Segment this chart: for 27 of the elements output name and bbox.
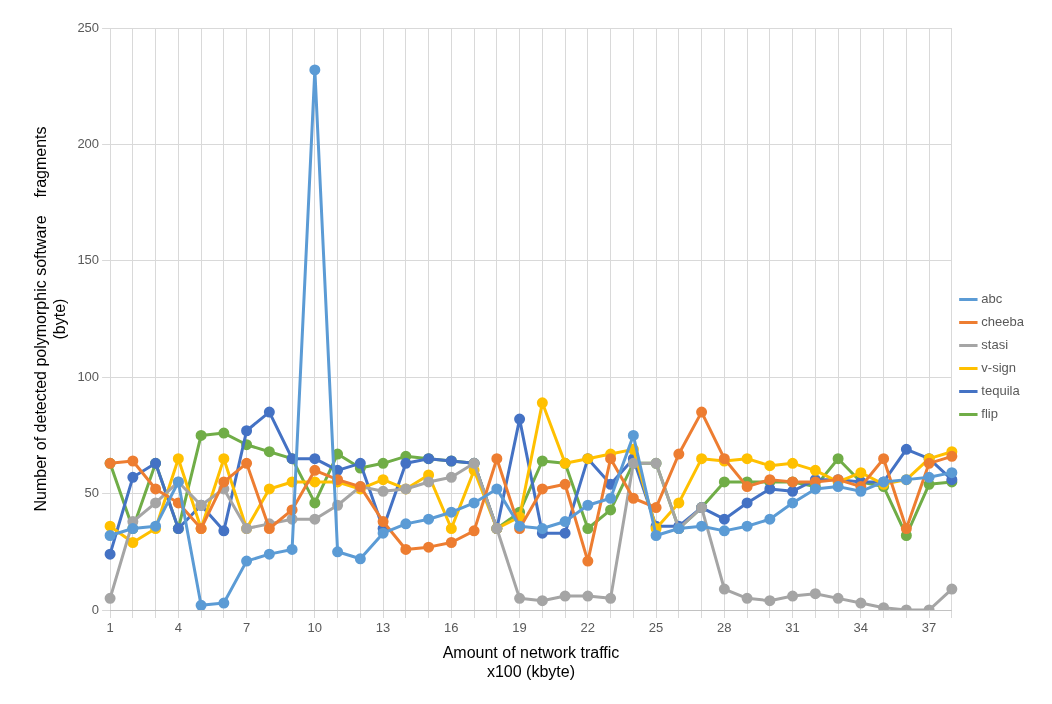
- legend-label: v-sign: [981, 360, 1017, 376]
- x-tick-label: 13: [375, 620, 391, 636]
- x-tick-label: 22: [580, 620, 596, 636]
- x-tick-label: 1: [106, 620, 114, 636]
- y-tick-label: 50: [84, 485, 100, 501]
- y-tick-label: 150: [77, 252, 100, 268]
- y-axis-title: Number of detected polymorphic software fragments (byte): [32, 126, 69, 512]
- x-tick-label: 28: [717, 620, 732, 636]
- x-tick-label: 10: [307, 620, 323, 636]
- y-tick-label: 250: [77, 19, 100, 35]
- y-tick-label: 0: [91, 601, 100, 617]
- legend-label: cheeba: [981, 314, 1025, 330]
- legend-label: flip: [981, 406, 998, 422]
- x-tick-label: 16: [444, 620, 459, 636]
- legend-label: abc: [981, 291, 1003, 307]
- x-tick-label: 31: [785, 620, 800, 636]
- x-tick-label: 34: [853, 620, 869, 636]
- x-axis-title: Amount of network traffic x100 (kbyte): [442, 643, 620, 680]
- x-tick-label: 19: [512, 620, 527, 636]
- y-tick-label: 100: [77, 368, 100, 384]
- y-tick-label: 200: [77, 135, 100, 151]
- x-tick-label: 7: [242, 620, 251, 636]
- legend-label: tequila: [981, 383, 1021, 399]
- x-tick-label: 37: [921, 620, 937, 636]
- legend-label: stasi: [981, 337, 1009, 353]
- x-tick-label: 25: [648, 620, 664, 636]
- x-tick-label: 4: [174, 620, 182, 636]
